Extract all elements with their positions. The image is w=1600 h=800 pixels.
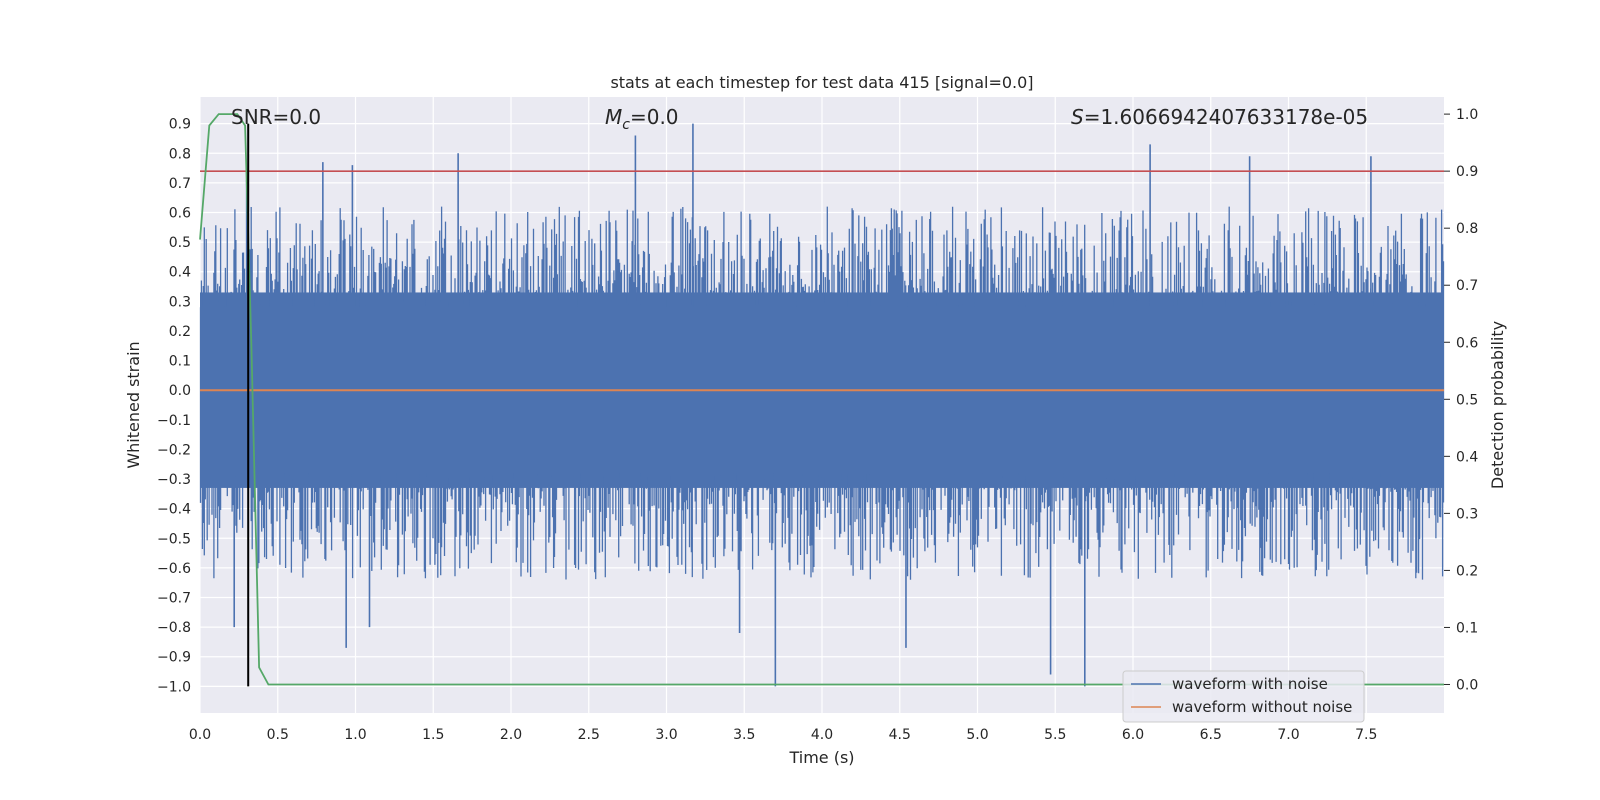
y-left-tick-label: 0.1 [169, 354, 191, 370]
x-tick-label: 0.0 [189, 727, 211, 743]
x-tick-label: 7.0 [1277, 727, 1299, 743]
y-right-tick-label: 0.9 [1456, 164, 1478, 180]
chart-title: stats at each timestep for test data 415… [610, 73, 1033, 92]
y-left-tick-label: 0.4 [169, 265, 191, 281]
y-left-tick-label: 0.9 [169, 117, 191, 133]
y-right-axis-ticks: 1.0 0.9 0.8 0.7 0.6 0.5 0.4 0.3 0.2 0.1 0.0 [1444, 107, 1478, 693]
s-annotation: S=1.6066942407633178e-05 [1071, 105, 1368, 129]
y-right-tick-label: 0.1 [1456, 620, 1478, 636]
y-right-tick-label: 0.8 [1456, 221, 1478, 237]
y-left-tick-label: −0.9 [157, 650, 191, 666]
y-left-tick-label: −0.6 [157, 561, 191, 577]
s-symbol: S [1071, 105, 1084, 129]
y-right-tick-label: 0.0 [1456, 677, 1478, 693]
x-tick-label: 3.5 [733, 727, 755, 743]
x-tick-label: 5.0 [966, 727, 988, 743]
x-tick-label: 4.0 [811, 727, 833, 743]
y-right-axis-label: Detection probability [1488, 321, 1507, 489]
legend-label-waveform-without-noise: waveform without noise [1172, 698, 1352, 716]
chirp-mass-symbol: M [605, 105, 622, 129]
x-tick-label: 1.0 [344, 727, 366, 743]
series-detection-probability [199, 113, 1444, 686]
y-left-tick-label: 0.3 [169, 294, 191, 310]
y-right-tick-label: 1.0 [1456, 107, 1478, 123]
y-left-tick-label: −0.4 [157, 502, 191, 518]
x-axis-ticks: 0.0 0.5 1.0 1.5 2.0 2.5 3.0 3.5 4.0 4.5 5.0 5.5 6.0 6… [189, 727, 1378, 743]
y-right-tick-label: 0.2 [1456, 563, 1478, 579]
y-right-tick-label: 0.6 [1456, 335, 1478, 351]
x-tick-label: 1.5 [422, 727, 444, 743]
y-left-tick-label: −0.2 [157, 442, 191, 458]
y-left-tick-label: 0.6 [169, 206, 191, 222]
y-left-tick-label: −0.3 [157, 472, 191, 488]
s-value: =1.6066942407633178e-05 [1084, 105, 1368, 129]
chirp-mass-annotation: Mc=0.0 [605, 105, 679, 133]
y-left-tick-label: −0.7 [157, 591, 191, 607]
y-left-tick-label: 0.5 [169, 235, 191, 251]
y-left-tick-label: −1.0 [157, 679, 191, 695]
y-right-tick-label: 0.7 [1456, 278, 1478, 294]
chirp-mass-value: =0.0 [630, 105, 679, 129]
x-tick-label: 7.5 [1355, 727, 1377, 743]
y-left-axis-label: Whitened strain [124, 341, 143, 468]
x-tick-label: 6.0 [1122, 727, 1144, 743]
x-tick-label: 5.5 [1044, 727, 1066, 743]
y-right-tick-label: 0.5 [1456, 392, 1478, 408]
y-left-tick-label: −0.8 [157, 620, 191, 636]
x-axis-label: Time (s) [788, 748, 854, 767]
legend-label-waveform-with-noise: waveform with noise [1172, 675, 1328, 693]
y-right-tick-label: 0.3 [1456, 506, 1478, 522]
y-left-tick-label: 0.8 [169, 146, 191, 162]
y-left-tick-label: −0.1 [157, 413, 191, 429]
x-tick-label: 6.5 [1200, 727, 1222, 743]
x-tick-label: 3.0 [655, 727, 677, 743]
x-tick-label: 2.5 [578, 727, 600, 743]
x-tick-label: 2.0 [500, 727, 522, 743]
y-left-tick-label: 0.2 [169, 324, 191, 340]
legend-box [1122, 670, 1365, 723]
x-tick-label: 0.5 [267, 727, 289, 743]
snr-annotation: SNR=0.0 [231, 105, 321, 129]
y-left-tick-label: −0.5 [157, 531, 191, 547]
y-left-tick-label: 0.0 [169, 383, 191, 399]
x-tick-label: 4.5 [889, 727, 911, 743]
y-right-tick-label: 0.4 [1456, 449, 1478, 465]
y-left-tick-label: 0.7 [169, 176, 191, 192]
series-lines [199, 113, 1444, 687]
legend: waveform with noise waveform without noi… [1122, 670, 1365, 723]
chirp-mass-subscript: c [622, 117, 630, 133]
y-left-axis-ticks: 0.9 0.8 0.7 0.6 0.5 0.4 0.3 0.2 0.1 0.0 −0.1 −0.2 −0… [157, 117, 191, 696]
